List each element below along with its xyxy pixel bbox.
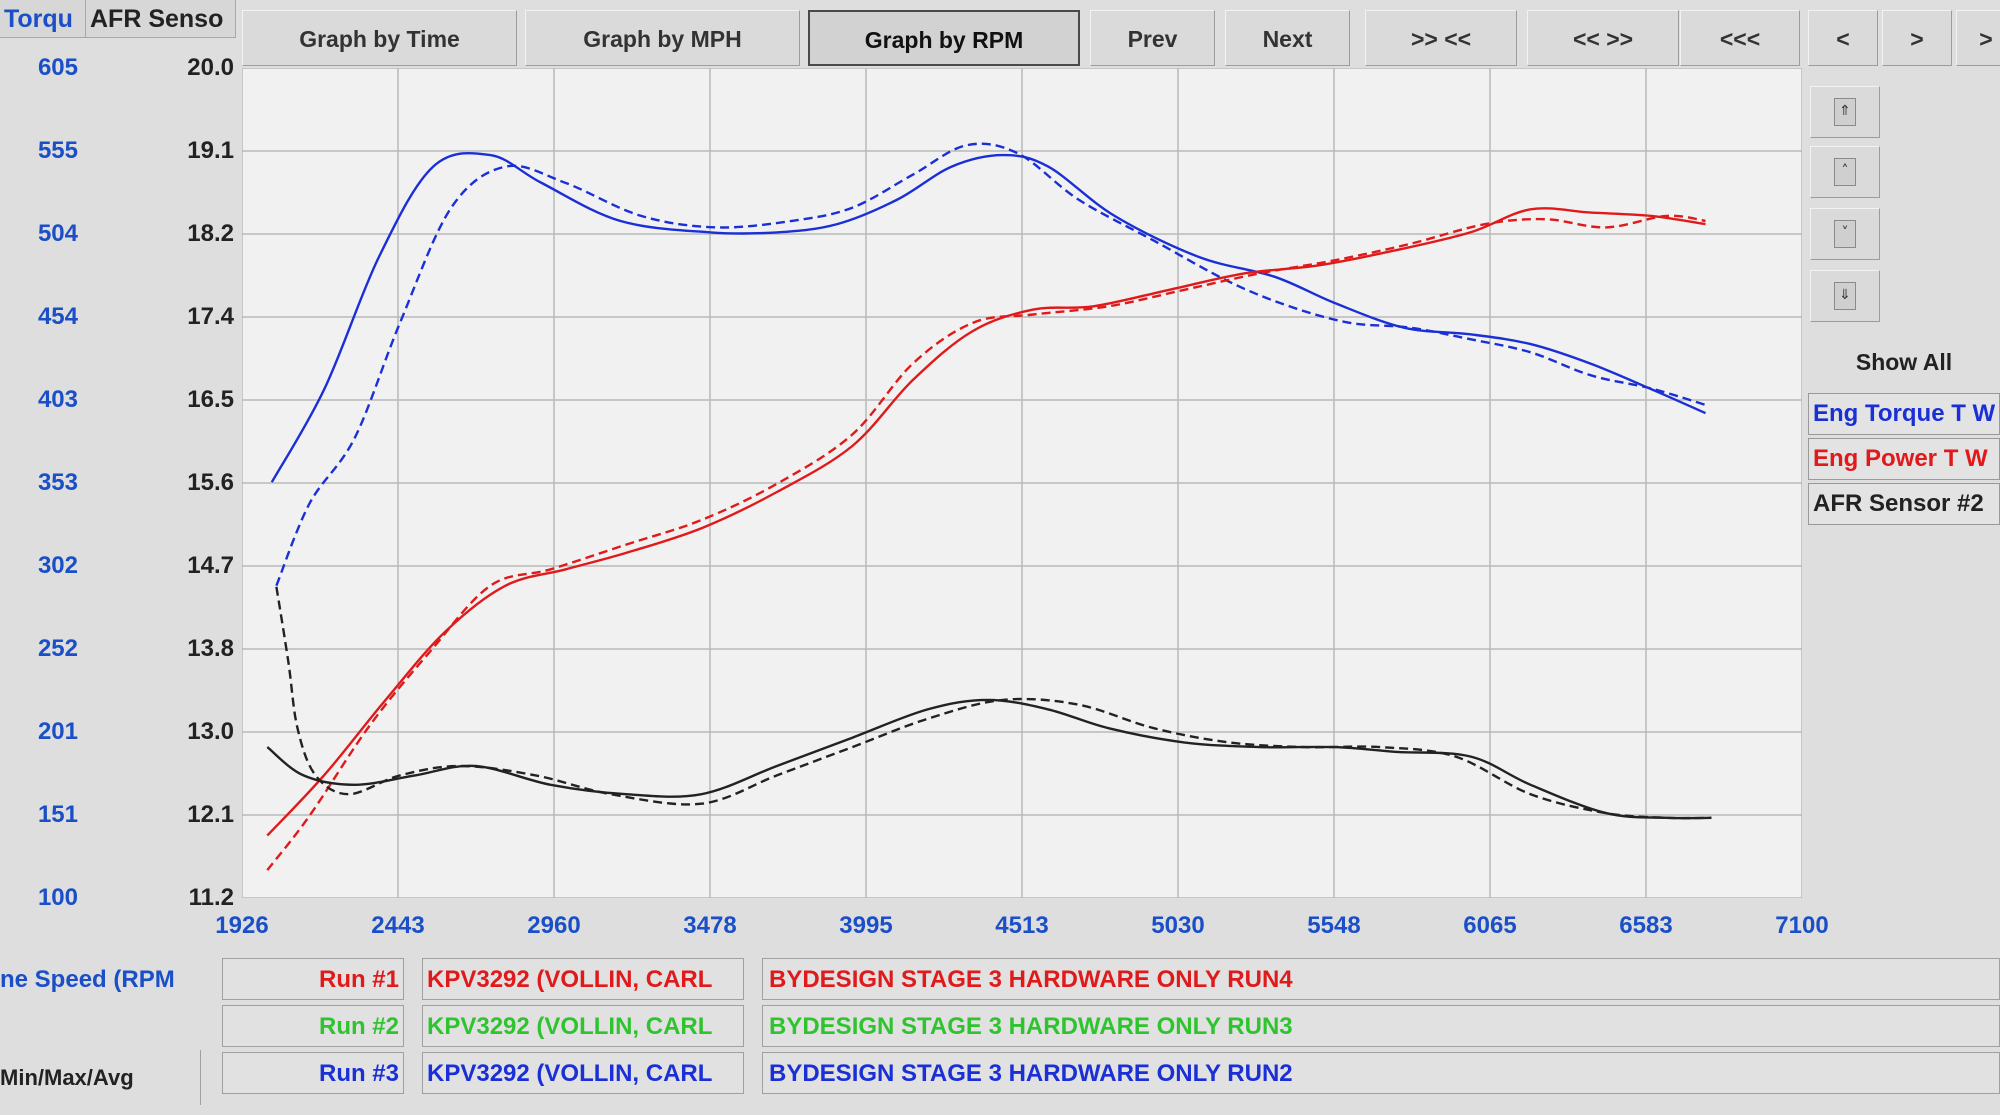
show-all-button[interactable]: Show All [1855,349,1953,375]
afr-sensor-2-solid-line [266,698,1712,820]
scroll-down-button[interactable]: ˅ [1810,208,1880,260]
legend-afr-sensor[interactable]: AFR Sensor #2 [1808,483,2000,525]
double-chevron-up-icon: ⇑ [1834,98,1856,126]
torque-tick-label: 454 [37,303,78,330]
rpm-tick-label: 2443 [371,912,425,939]
torque-tick-label: 151 [37,801,78,828]
torque-tick-label: 605 [37,54,78,81]
scroll-top-button[interactable]: ⇑ [1810,86,1880,138]
run-3-label: Run #3 [222,1052,404,1094]
afr-tick-label: 15.6 [187,469,234,496]
afr-tick-label: 13.8 [187,635,234,662]
double-chevron-down-icon: ⇓ [1834,282,1856,310]
afr-tick-label: 12.1 [187,801,234,828]
afr-tick-label: 16.5 [187,386,234,413]
rpm-tick-label: 4513 [995,912,1049,939]
zoom-in-button[interactable]: >> << [1365,10,1517,66]
graph-by-time-button[interactable]: Graph by Time [242,10,517,66]
afr-tick-label: 17.4 [187,303,234,330]
scroll-end-button[interactable]: > [1956,10,2000,66]
torque-tick-label: 100 [37,884,78,911]
afr-axis-header: AFR Senso [86,0,236,38]
graph-by-rpm-button[interactable]: Graph by RPM [808,10,1080,66]
torque-tick-label: 555 [37,137,78,164]
afr-tick-label: 20.0 [187,54,234,81]
zoom-out-button[interactable]: << >> [1527,10,1679,66]
torque-tick-label: 302 [37,552,78,579]
x-axis-name: ne Speed (RPM [0,966,175,993]
scroll-bottom-button[interactable]: ⇓ [1810,270,1880,322]
graph-by-mph-button[interactable]: Graph by MPH [525,10,800,66]
afr-tick-label: 19.1 [187,137,234,164]
rpm-tick-label: 3995 [839,912,893,939]
scroll-left-button[interactable]: < [1808,10,1878,66]
scroll-up-button[interactable]: ˄ [1810,146,1880,198]
next-button[interactable]: Next [1225,10,1350,66]
run-2-label: Run #2 [222,1005,404,1047]
run-2-car: KPV3292 (VOLLIN, CARL [422,1005,744,1047]
torque-tick-label: 252 [37,635,78,662]
run-1-label: Run #1 [222,958,404,1000]
afr-tick-label: 11.2 [188,884,234,911]
chevron-down-icon: ˅ [1834,220,1856,248]
prev-button[interactable]: Prev [1090,10,1215,66]
eng-torque-t-w-dashed-line [275,142,1706,587]
rpm-tick-label: 6583 [1619,912,1673,939]
rpm-tick-label: 7100 [1775,912,1829,939]
run-3-car: KPV3292 (VOLLIN, CARL [422,1052,744,1094]
rpm-tick-label: 2960 [527,912,581,939]
run-2-description: BYDESIGN STAGE 3 HARDWARE ONLY RUN3 [762,1005,2000,1047]
torque-tick-label: 353 [37,469,78,496]
chevron-up-icon: ˄ [1834,158,1856,186]
afr-tick-label: 18.2 [187,220,234,247]
torque-tick-label: 403 [37,386,78,413]
min-max-avg-button[interactable]: Min/Max/Avg [0,1050,201,1105]
afr-tick-label: 13.0 [187,718,234,745]
series-lines [266,142,1712,871]
eng-torque-t-w-solid-line [270,151,1706,483]
rpm-tick-label: 6065 [1463,912,1517,939]
torque-tick-label: 504 [37,220,78,247]
rpm-tick-label: 5548 [1307,912,1361,939]
rpm-tick-label: 5030 [1151,912,1205,939]
run-3-description: BYDESIGN STAGE 3 HARDWARE ONLY RUN2 [762,1052,2000,1094]
scroll-start-button[interactable]: <<< [1680,10,1800,66]
gridlines [242,68,1802,898]
torque-axis-header: Torqu [0,0,86,38]
torque-tick-label: 201 [37,718,78,745]
eng-power-t-w-solid-line [266,207,1706,837]
afr-sensor-2-dashed-line [275,586,1712,820]
rpm-tick-label: 1926 [215,912,269,939]
rpm-tick-label: 3478 [683,912,737,939]
legend-eng-torque[interactable]: Eng Torque T W [1808,393,2000,435]
dyno-chart [242,68,1802,898]
run-1-car: KPV3292 (VOLLIN, CARL [422,958,744,1000]
legend-eng-power[interactable]: Eng Power T W [1808,438,2000,480]
scroll-right-button[interactable]: > [1882,10,1952,66]
afr-tick-label: 14.7 [187,552,234,579]
eng-power-t-w-dashed-line [266,214,1706,871]
run-1-description: BYDESIGN STAGE 3 HARDWARE ONLY RUN4 [762,958,2000,1000]
